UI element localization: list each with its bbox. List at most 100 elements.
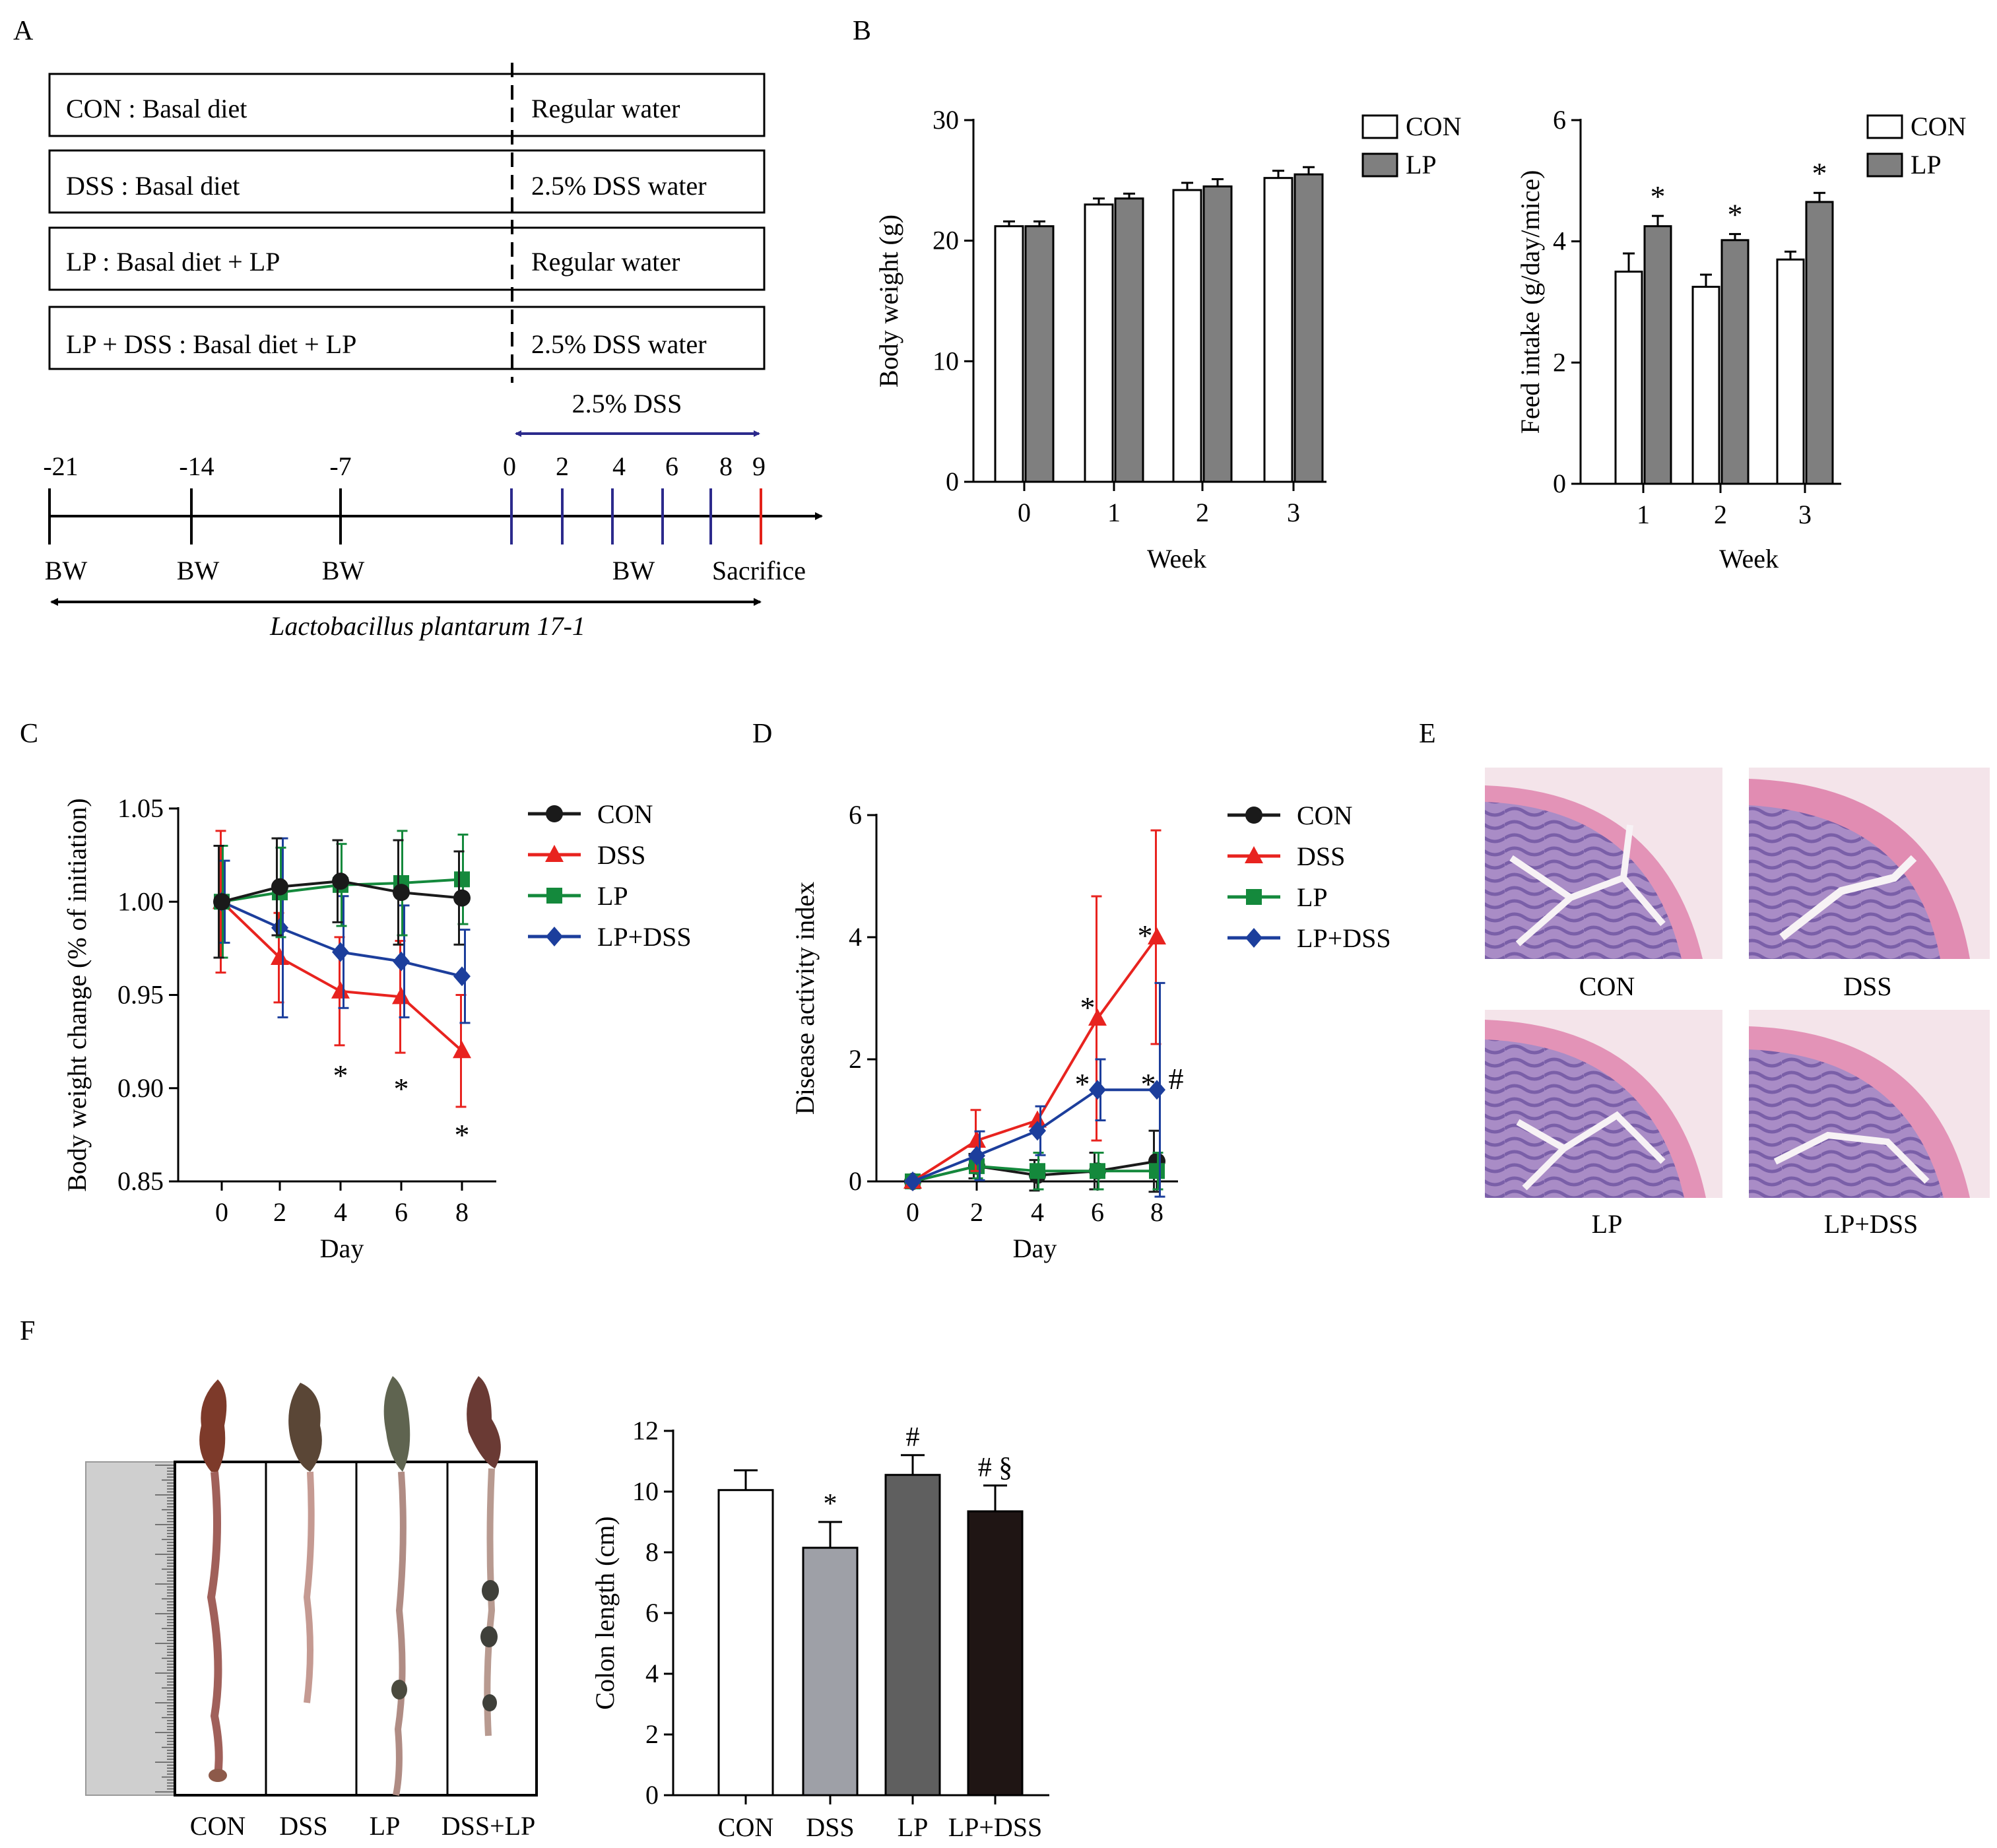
- legend-marker: [1245, 846, 1263, 863]
- y-tick-label: 1.05: [117, 793, 164, 823]
- x-tick-label: 2: [1714, 500, 1727, 529]
- histology-label: DSS: [1843, 972, 1891, 1001]
- bar-con: [994, 225, 1024, 483]
- chart-disease-activity-index: 0 2 4 6 Disease activity index 0 2 4 6 8 Day * * * * # C…: [790, 800, 1391, 1263]
- x-tick-label: 0: [1018, 498, 1031, 527]
- data-point: [1030, 1163, 1045, 1179]
- y-tick-label: 4: [645, 1659, 659, 1688]
- significance-mark: #: [1169, 1062, 1184, 1096]
- significance-mark: *: [1651, 180, 1666, 213]
- design-row-box: [48, 73, 766, 137]
- histology-label: LP+DSS: [1824, 1209, 1918, 1239]
- significance-mark: *: [1138, 919, 1153, 952]
- timeline-label-top: 4: [612, 451, 626, 481]
- timeline-label-top: 6: [665, 451, 678, 481]
- x-axis-label: Day: [1013, 1234, 1057, 1263]
- photo-label: DSS: [279, 1811, 327, 1841]
- legend-label: LP: [597, 881, 628, 911]
- species-label: Lactobacillus plantarum 17-1: [269, 611, 585, 641]
- photo-label: CON: [190, 1811, 246, 1841]
- data-point: [454, 871, 470, 888]
- y-tick-label: 12: [632, 1416, 659, 1445]
- y-tick-label: 8: [645, 1537, 659, 1567]
- timeline-label-bottom: BW: [612, 556, 655, 585]
- colon-specimen-con: [199, 1379, 227, 1782]
- data-point: [1028, 1110, 1047, 1128]
- bar-con: [1084, 203, 1114, 483]
- data-point: [1089, 1080, 1106, 1100]
- bar-lpdss: [967, 1510, 1024, 1797]
- y-tick-label: 2: [849, 1044, 862, 1074]
- panel-label-b: B: [853, 16, 871, 46]
- x-tick-label: 4: [1031, 1197, 1044, 1227]
- x-tick-label: LP+DSS: [948, 1812, 1043, 1842]
- design-group-lpdss: LP + DSS : Basal diet + LP: [66, 329, 356, 359]
- colon-specimen-lp: [383, 1376, 410, 1796]
- timeline-label-top: 8: [719, 451, 733, 481]
- timeline-label-bottom: BW: [322, 556, 365, 585]
- data-point: [1088, 1008, 1107, 1026]
- y-tick-label: 0: [645, 1780, 659, 1810]
- data-point: [904, 1172, 921, 1191]
- series-line-dss: [911, 936, 1158, 1183]
- chart-body-weight: 0 10 20 30 Body weight (g) 0 1 2 3 Week CON LP: [874, 105, 1461, 574]
- design-water-lp: Regular water: [531, 247, 680, 277]
- y-axis-label: Body weight change (% of initiation): [62, 798, 92, 1192]
- design-water-dss: 2.5% DSS water: [531, 171, 707, 201]
- data-point: [968, 1146, 985, 1166]
- data-point: [1029, 1121, 1046, 1141]
- x-tick-label: 4: [334, 1197, 347, 1227]
- significance-mark: *: [455, 1118, 470, 1152]
- x-tick-label: 2: [1196, 498, 1209, 527]
- data-point: [393, 884, 410, 902]
- data-point: [332, 873, 349, 890]
- colon-specimen-dss: [288, 1383, 322, 1703]
- significance-mark: # §: [978, 1453, 1013, 1483]
- x-tick-label: 6: [395, 1197, 408, 1227]
- dss-period-label: 2.5% DSS: [572, 389, 682, 418]
- x-tick-label: 1: [1107, 498, 1121, 527]
- legend-label: CON: [1406, 112, 1461, 141]
- timeline-label-bottom: Sacrifice: [712, 556, 806, 585]
- y-tick-label: 6: [645, 1598, 659, 1628]
- y-tick-label: 4: [849, 922, 862, 952]
- colon-photo: CON DSS LP DSS+LP: [85, 1376, 538, 1841]
- bar-lp: [884, 1474, 941, 1797]
- ruler: [85, 1461, 176, 1796]
- data-point: [213, 893, 230, 911]
- data-point: [331, 981, 350, 999]
- legend-label: LP: [1911, 150, 1942, 180]
- y-tick-label: 0: [849, 1166, 862, 1196]
- x-tick-label: LP: [898, 1812, 929, 1842]
- bar-con: [1614, 271, 1643, 485]
- x-axis-label: Week: [1719, 544, 1779, 574]
- legend-label: LP+DSS: [597, 922, 692, 952]
- data-point: [1149, 1163, 1165, 1179]
- y-axis-label: Disease activity index: [790, 882, 820, 1115]
- histology-panel: CON DSS LP LP+DSS: [1485, 768, 1990, 1239]
- data-point: [271, 878, 288, 896]
- y-tick-label: 0.90: [117, 1073, 164, 1103]
- histology-image-con: [1485, 768, 1722, 959]
- histology-image-lpdss: [1749, 1010, 1990, 1198]
- significance-mark: *: [333, 1059, 348, 1092]
- histology-label: LP: [1592, 1209, 1623, 1239]
- timeline: 2.5% DSS -21 -14 -7 0 2 4 6 8 9 BW BW BW…: [43, 389, 823, 641]
- design-group-dss: DSS : Basal diet: [66, 171, 240, 201]
- legend-marker: [545, 845, 564, 862]
- x-axis-label: Week: [1147, 544, 1206, 574]
- significance-mark: *: [394, 1072, 409, 1106]
- data-point: [1148, 927, 1166, 944]
- data-point: [453, 966, 471, 987]
- x-tick-label: 1: [1637, 500, 1650, 529]
- panel-label-d: D: [752, 719, 772, 749]
- legend-label: CON: [1297, 801, 1352, 830]
- significance-mark: *: [1812, 156, 1827, 190]
- legend-label: LP+DSS: [1297, 923, 1391, 953]
- data-point: [271, 948, 289, 965]
- panel-label-e: E: [1419, 719, 1436, 749]
- x-tick-label: 8: [455, 1197, 469, 1227]
- bar-lp: [1643, 225, 1672, 485]
- significance-mark: *: [1080, 991, 1096, 1024]
- timeline-label-top: 0: [503, 451, 516, 481]
